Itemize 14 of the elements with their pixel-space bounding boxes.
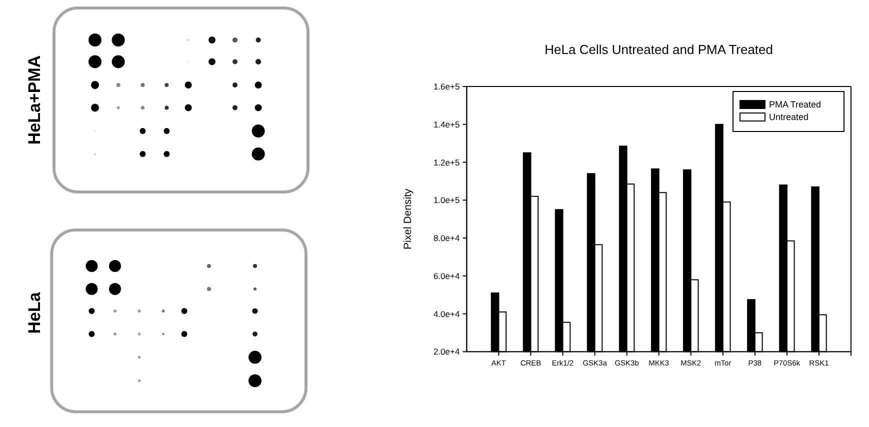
text: HeLa — [24, 292, 44, 334]
y-tick-label: 1.2e+5 — [433, 157, 460, 168]
legend-label: Untreated — [769, 112, 809, 122]
legend-label: PMA Treated — [769, 100, 822, 110]
chart-title: HeLa Cells Untreated and PMA Treated — [544, 42, 774, 57]
y-tick-label: 4.0e+4 — [433, 308, 460, 319]
y-tick-label: 8.0e+4 — [433, 233, 460, 244]
y-tick-label: 1.6e+5 — [433, 82, 460, 92]
y-tick-label: 2.0e+4 — [433, 346, 460, 357]
y-tick-label: 1.0e+5 — [433, 195, 460, 206]
y-tick-label: 1.4e+5 — [433, 119, 460, 130]
text: HeLa+PMA — [24, 55, 44, 145]
y-tick-label: 6.0e+4 — [433, 270, 460, 281]
y-axis-title: Pixel Density — [402, 188, 414, 250]
